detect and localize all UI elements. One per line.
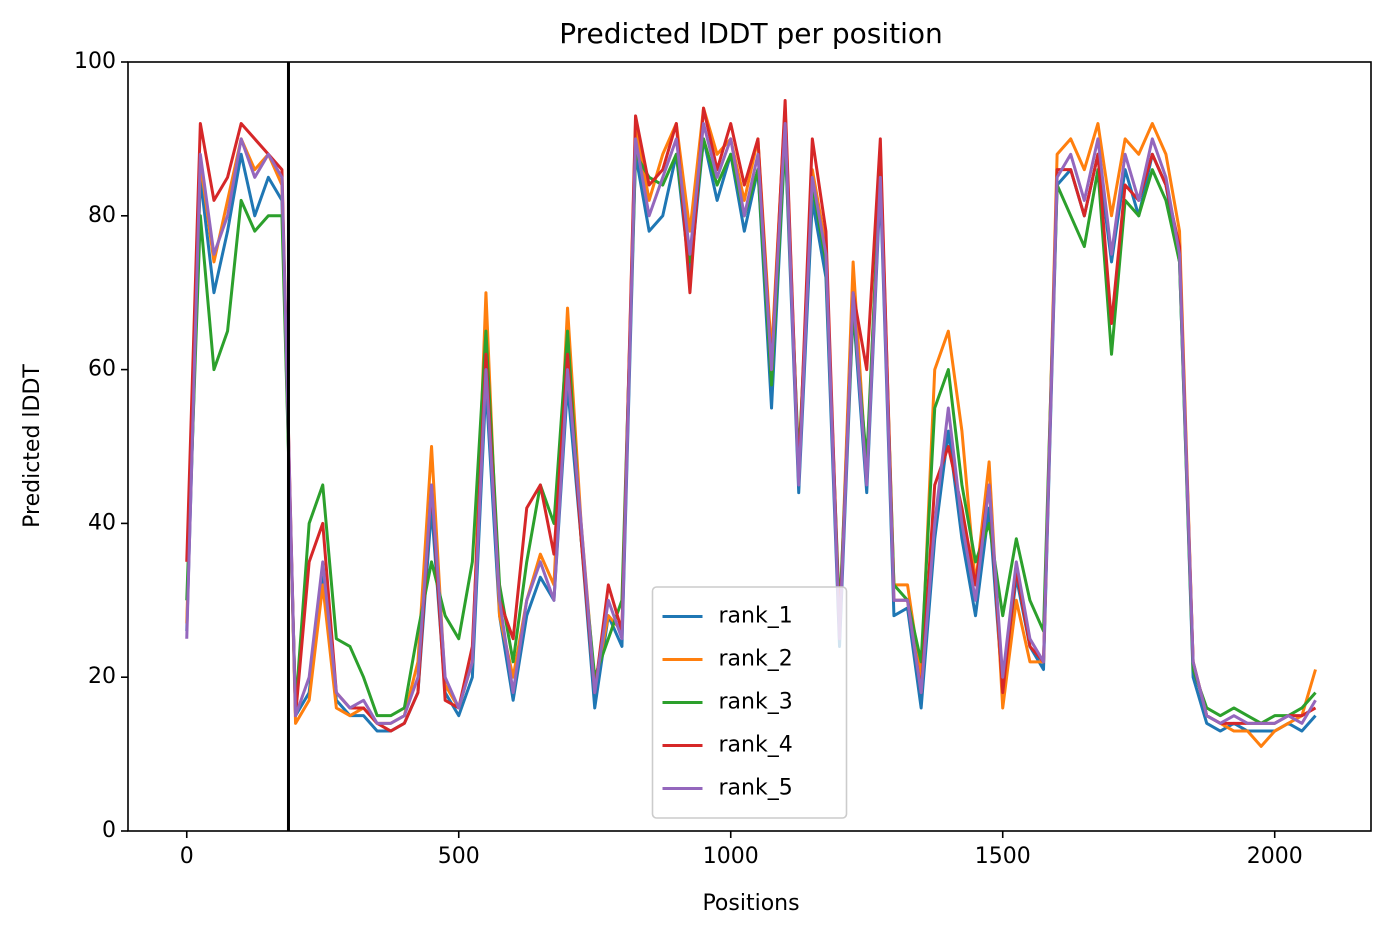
- legend-label: rank_3: [719, 690, 793, 715]
- y-tick-label: 100: [74, 49, 116, 74]
- series-line: [185, 137, 1317, 733]
- chart-title: Predicted lDDT per position: [559, 17, 943, 50]
- legend-label: rank_2: [719, 647, 793, 672]
- y-tick-label: 80: [88, 203, 116, 228]
- legend: rank_1 rank_2 rank_3 rank_4 rank_5: [651, 586, 848, 819]
- x-tick-label: 2000: [1247, 844, 1303, 869]
- y-tick-label: 0: [102, 818, 116, 843]
- x-tick-label: 0: [180, 844, 194, 869]
- plot-frame: [127, 61, 1372, 832]
- series-line: [185, 137, 1317, 725]
- y-tick-label: 40: [88, 510, 116, 535]
- x-axis-label: Positions: [702, 891, 799, 916]
- y-tick-label: 60: [88, 357, 116, 382]
- legend-label: rank_4: [719, 733, 793, 758]
- x-tick-label: 1500: [975, 844, 1031, 869]
- legend-frame: [651, 586, 848, 819]
- x-tick-label: 1000: [703, 844, 759, 869]
- legend-label: rank_5: [719, 776, 793, 801]
- series-line: [185, 122, 1317, 725]
- y-tick-label: 20: [88, 664, 116, 689]
- y-axis-label: Predicted lDDT: [20, 364, 45, 528]
- legend-label: rank_1: [719, 604, 793, 629]
- x-tick-label: 500: [438, 844, 480, 869]
